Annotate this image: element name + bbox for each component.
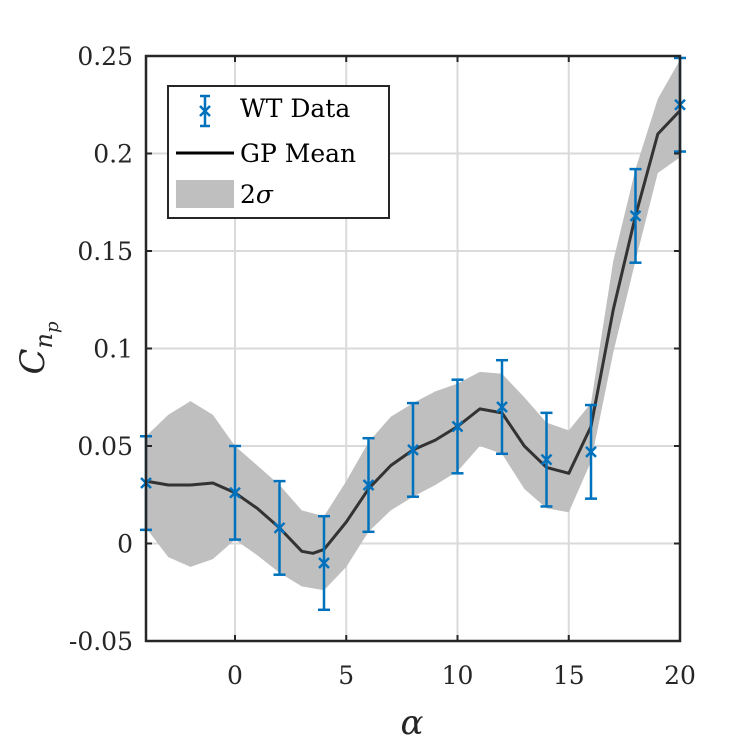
legend-band-label: 2σ <box>240 180 274 209</box>
y-axis-label-subsub: p <box>42 321 63 333</box>
x-axis-label: α <box>401 703 424 743</box>
wt-marker <box>229 486 241 499</box>
wt-marker <box>273 522 286 534</box>
y-tick-label-4: 0.15 <box>77 237 133 266</box>
y-axis-label-sub: n <box>30 333 58 348</box>
wt-point-9 <box>585 403 597 500</box>
x-axis-ticks: 0 5 10 15 20 <box>227 56 696 690</box>
wt-marker <box>407 444 419 456</box>
x-tick-label-2: 10 <box>442 661 474 690</box>
x-tick-label-4: 20 <box>664 661 696 690</box>
y-tick-label-2: 0.05 <box>77 432 133 461</box>
legend-band-symbol: σ <box>256 180 274 209</box>
wt-point-7 <box>496 358 508 456</box>
legend: WT Data GP Mean 2σ <box>167 85 390 219</box>
wt-point-4 <box>362 436 375 534</box>
wt-point-1 <box>229 444 241 541</box>
legend-wt-cross <box>199 105 211 117</box>
y-axis-ticks: -0.05 0 0.05 0.1 0.15 0.2 0.25 <box>69 42 680 656</box>
x-tick-label-3: 15 <box>553 661 585 690</box>
wt-marker <box>629 210 642 222</box>
svg-text:Cnp: Cnp <box>13 321 63 374</box>
wt-point-2 <box>273 479 286 576</box>
legend-gp-label: GP Mean <box>240 139 356 168</box>
wt-marker <box>318 557 330 569</box>
wt-point-3 <box>318 514 330 612</box>
y-tick-label-0: -0.05 <box>69 627 133 656</box>
legend-wt-marker <box>199 94 211 128</box>
wt-marker <box>585 445 597 458</box>
wt-marker <box>362 479 375 491</box>
y-axis-label-base: C <box>13 348 53 374</box>
y-tick-label-1: 0 <box>117 530 133 559</box>
x-tick-label-0: 0 <box>227 661 243 690</box>
wt-point-10 <box>629 167 642 264</box>
wt-marker <box>451 420 464 433</box>
wt-marker <box>540 453 553 466</box>
wt-marker <box>496 401 508 413</box>
y-tick-label-5: 0.2 <box>93 140 133 169</box>
x-tick-label-1: 5 <box>338 661 354 690</box>
legend-band-swatch <box>176 180 234 208</box>
legend-band-prefix: 2 <box>240 180 256 209</box>
y-tick-label-6: 0.25 <box>77 42 133 71</box>
wt-point-8 <box>540 411 553 508</box>
legend-wt-label: WT Data <box>240 94 350 123</box>
y-tick-label-3: 0.1 <box>93 335 133 364</box>
wt-point-6 <box>451 378 464 475</box>
wt-point-5 <box>407 401 419 498</box>
y-axis-label: Cnp <box>13 321 63 374</box>
